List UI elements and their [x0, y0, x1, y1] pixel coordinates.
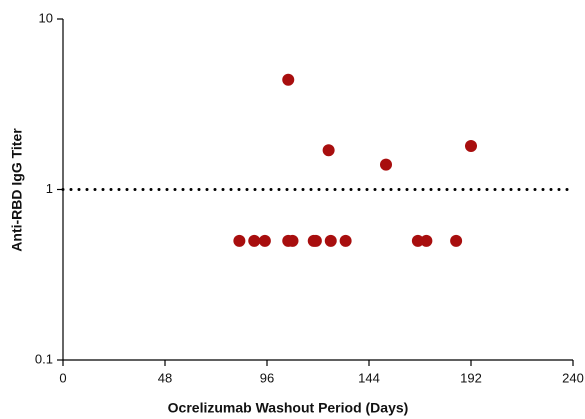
- point: [411, 234, 424, 247]
- point: [309, 234, 322, 247]
- point: [420, 234, 433, 247]
- y-tick-label: 10: [39, 10, 53, 25]
- point: [380, 158, 392, 171]
- point: [258, 234, 271, 247]
- x-tick-label: 96: [260, 370, 274, 385]
- x-tick-label: 48: [158, 370, 172, 385]
- x-tick-label: 0: [59, 370, 66, 385]
- point: [282, 73, 295, 86]
- point: [248, 234, 261, 247]
- x-axis-label: Ocrelizumab Washout Period (Days): [168, 400, 409, 416]
- x-tick-label: 144: [358, 370, 380, 385]
- y-tick-label: 1: [46, 181, 53, 196]
- point: [322, 144, 335, 157]
- point: [233, 234, 246, 247]
- x-tick-label: 240: [562, 370, 584, 385]
- point: [339, 234, 352, 247]
- y-axis-label: Anti-RBD IgG Titer: [9, 128, 25, 252]
- y-tick-label: 0.1: [35, 351, 53, 366]
- point: [324, 234, 337, 247]
- point: [465, 139, 477, 152]
- point: [450, 234, 463, 247]
- x-tick-label: 192: [460, 370, 482, 385]
- point: [286, 234, 299, 247]
